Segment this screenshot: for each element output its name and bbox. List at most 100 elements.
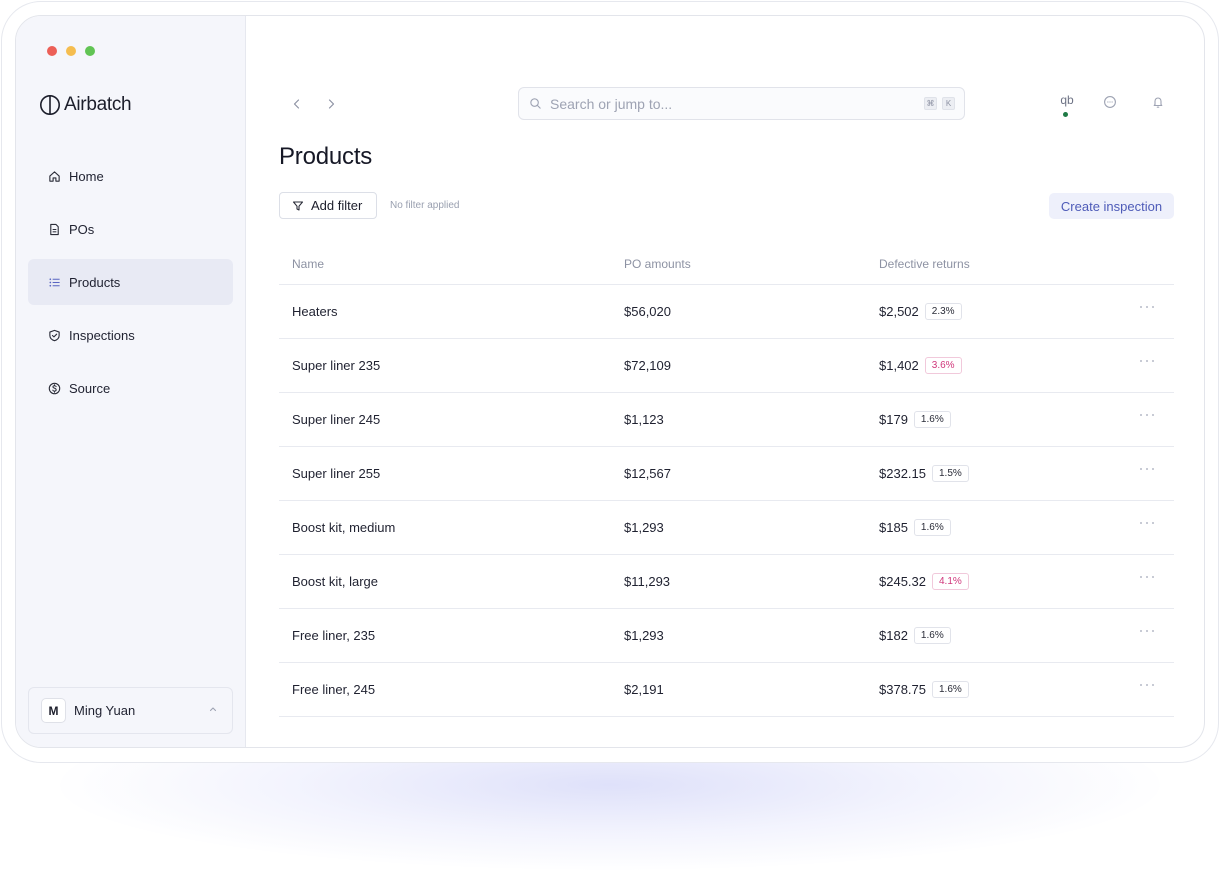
column-header-defective-returns[interactable]: Defective returns [879, 256, 970, 271]
defective-rate-badge: 1.6% [913, 627, 951, 644]
main-content: Search or jump to... ⌘ K qb Products Add… [246, 16, 1204, 747]
home-icon [49, 170, 60, 182]
user-name: Ming Yuan [74, 703, 136, 718]
defective-rate-badge: 1.6% [932, 681, 969, 698]
table-row[interactable]: Super liner 255 $12,567 $232.15 1.5% [279, 447, 1174, 501]
defective-rate-badge: 1.5% [932, 465, 969, 482]
table-row[interactable]: Free liner, 235 $1,293 $182 1.6% [279, 609, 1174, 663]
page-title: Products [279, 143, 373, 170]
defective-amount: $179 [879, 412, 908, 427]
table-row[interactable]: Boost kit, medium $1,293 $185 1.6% [279, 501, 1174, 555]
more-options-icon[interactable] [1139, 467, 1155, 471]
more-options-icon[interactable] [1139, 683, 1155, 687]
sidebar-item-pos[interactable]: POs [28, 206, 233, 252]
chat-icon[interactable] [1103, 95, 1117, 109]
bell-icon[interactable] [1151, 95, 1165, 109]
table-row[interactable]: Super liner 245 $1,123 $179 1.6% [279, 393, 1174, 447]
back-arrow-icon[interactable] [290, 97, 304, 111]
defective-amount: $182 [879, 628, 908, 643]
table-row[interactable]: Super liner 235 $72,109 $1,402 3.6% [279, 339, 1174, 393]
more-options-icon[interactable] [1139, 575, 1155, 579]
user-menu[interactable]: M Ming Yuan [28, 687, 233, 734]
status-dot [1063, 112, 1068, 117]
defective-amount: $1,402 [879, 358, 919, 373]
product-name[interactable]: Free liner, 245 [292, 682, 376, 697]
defective-rate-badge: 3.6% [924, 357, 962, 374]
airbatch-logo-icon [40, 95, 60, 115]
shield-check-icon [49, 329, 60, 341]
k-key: K [942, 97, 955, 110]
account-switcher[interactable]: qb [1060, 93, 1074, 107]
filter-icon [292, 200, 304, 211]
minimize-dot[interactable] [66, 46, 76, 56]
sidebar-item-label: Home [69, 168, 104, 184]
create-inspection-button[interactable]: Create inspection [1049, 193, 1174, 219]
chevron-up-icon [209, 707, 217, 712]
list-icon [49, 277, 60, 287]
po-amount: $2,191 [624, 682, 664, 697]
table-row[interactable]: Heaters $56,020 $2,502 2.3% [279, 285, 1174, 339]
more-options-icon[interactable] [1139, 629, 1155, 633]
more-options-icon[interactable] [1139, 521, 1155, 525]
defective-rate-badge: 4.1% [932, 573, 969, 590]
table-row[interactable]: Boost kit, large $11,293 $245.32 4.1% [279, 555, 1174, 609]
sidebar-item-products[interactable]: Products [28, 259, 233, 305]
sidebar-item-inspections[interactable]: Inspections [28, 312, 233, 358]
product-name[interactable]: Free liner, 235 [292, 628, 376, 643]
more-options-icon[interactable] [1139, 305, 1155, 309]
sidebar-item-label: Inspections [69, 327, 135, 343]
table-body: Heaters $56,020 $2,502 2.3% Super liner 235 $… [279, 285, 1174, 717]
product-name[interactable]: Boost kit, medium [292, 520, 396, 535]
add-filter-button[interactable]: Add filter [279, 192, 377, 219]
search-input[interactable]: Search or jump to... ⌘ K [518, 87, 965, 120]
filter-status: No filter applied [390, 200, 460, 211]
sidebar-item-source[interactable]: Source [28, 365, 233, 411]
more-options-icon[interactable] [1139, 359, 1155, 363]
product-name[interactable]: Super liner 245 [292, 412, 381, 427]
more-options-icon[interactable] [1139, 413, 1155, 417]
topbar-actions: qb [1051, 93, 1171, 123]
command-key: ⌘ [924, 97, 937, 110]
defective-rate-badge: 2.3% [924, 303, 962, 320]
defective-rate-badge: 1.6% [913, 411, 951, 428]
defective-returns-cell: $2,502 2.3% [879, 303, 962, 320]
products-table: Name PO amounts Defective returns Heater… [279, 243, 1174, 717]
product-name[interactable]: Super liner 235 [292, 358, 381, 373]
search-icon [530, 98, 541, 109]
close-dot[interactable] [47, 46, 57, 56]
sidebar-item-home[interactable]: Home [28, 153, 233, 199]
sidebar-item-label: Products [69, 274, 121, 290]
column-header-name[interactable]: Name [292, 256, 325, 271]
brand-name: Airbatch [64, 94, 132, 115]
defective-amount: $245.32 [879, 574, 926, 589]
document-icon [50, 223, 59, 235]
po-amount: $1,293 [624, 520, 664, 535]
brand[interactable]: Airbatch [39, 94, 132, 116]
search-placeholder: Search or jump to... [550, 95, 673, 112]
product-name[interactable]: Heaters [292, 304, 338, 319]
traffic-lights [47, 46, 95, 56]
po-amount: $1,123 [624, 412, 664, 427]
po-amount: $72,109 [624, 358, 671, 373]
zoom-dot[interactable] [85, 46, 95, 56]
sidebar-item-label: Source [69, 380, 111, 396]
defective-returns-cell: $185 1.6% [879, 519, 951, 536]
defective-rate-badge: 1.6% [913, 519, 951, 536]
defective-returns-cell: $378.75 1.6% [879, 681, 969, 698]
dollar-circle-icon [48, 382, 61, 394]
sidebar-item-label: POs [69, 221, 95, 237]
defective-returns-cell: $179 1.6% [879, 411, 951, 428]
forward-arrow-icon[interactable] [324, 97, 338, 111]
avatar: M [41, 698, 66, 723]
defective-returns-cell: $1,402 3.6% [879, 357, 962, 374]
defective-returns-cell: $232.15 1.5% [879, 465, 969, 482]
po-amount: $11,293 [624, 574, 671, 589]
sidebar: Airbatch Home POs Products Inspections [16, 16, 246, 747]
po-amount: $1,293 [624, 628, 664, 643]
product-name[interactable]: Boost kit, large [292, 574, 378, 589]
table-row[interactable]: Free liner, 245 $2,191 $378.75 1.6% [279, 663, 1174, 717]
column-header-po-amounts[interactable]: PO amounts [624, 256, 691, 271]
app-window: Airbatch Home POs Products Inspections [15, 15, 1205, 748]
product-name[interactable]: Super liner 255 [292, 466, 381, 481]
